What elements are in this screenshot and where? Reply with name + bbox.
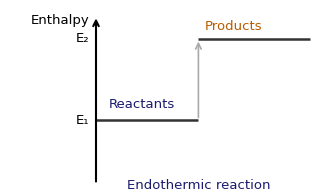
Text: Enthalpy: Enthalpy — [31, 14, 90, 27]
Text: Endothermic reaction: Endothermic reaction — [127, 179, 270, 192]
Text: Reactants: Reactants — [109, 98, 175, 111]
Text: Products: Products — [205, 20, 262, 33]
Text: E₂: E₂ — [76, 32, 90, 45]
Text: E₁: E₁ — [76, 114, 90, 127]
